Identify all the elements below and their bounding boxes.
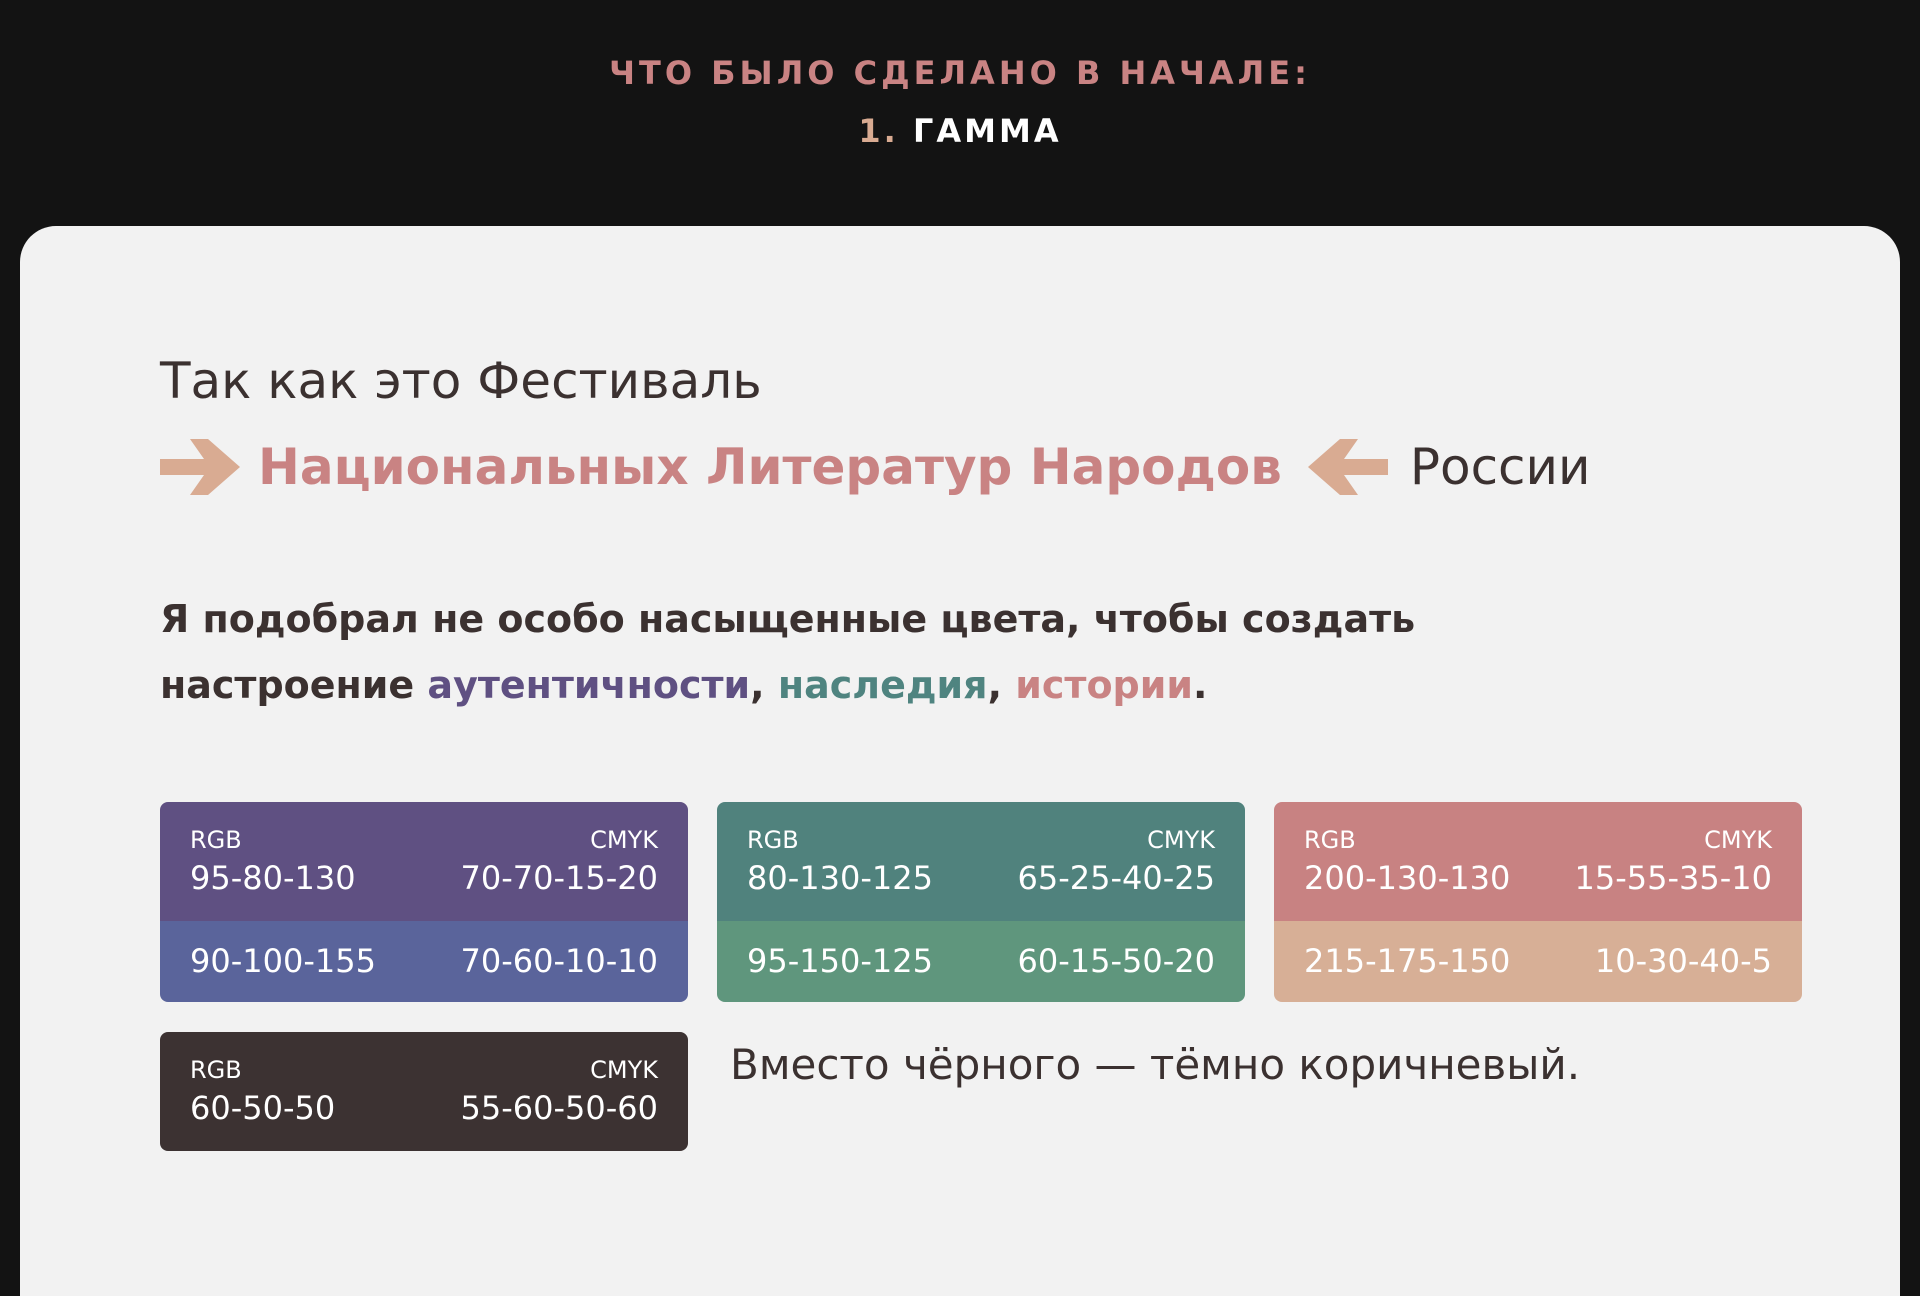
rgb-value: 90-100-155	[190, 942, 376, 980]
mood-separator: ,	[750, 663, 778, 707]
section-header: ЧТО БЫЛО СДЕЛАНО В НАЧАЛЕ: 1. ГАММА	[0, 0, 1920, 226]
rgb-value: 215-175-150	[1304, 942, 1511, 980]
rgb-value: 80-130-125	[747, 859, 933, 897]
country-word: России	[1409, 438, 1591, 496]
mood-word-authenticity: аутентичности	[427, 663, 751, 707]
intro-line-1: Так как это Фестиваль	[160, 352, 762, 410]
mood-paragraph: Я подобрал не особо насыщенные цвета, чт…	[160, 586, 1460, 718]
cmyk-label: CMYK	[590, 826, 658, 854]
brown-note: Вместо чёрного — тёмно коричневый.	[730, 1040, 1581, 1089]
cmyk-value: 55-60-50-60	[460, 1089, 658, 1127]
swatch-alt: 90-100-155 70-60-10-10	[160, 921, 688, 1002]
content-card: Так как это Фестиваль Национальных Литер…	[20, 226, 1900, 1296]
mood-end: .	[1193, 663, 1208, 707]
swatch-main: RGB CMYK 95-80-130 70-70-15-20	[160, 802, 688, 921]
cmyk-value: 70-60-10-10	[460, 942, 658, 980]
intro-block: Так как это Фестиваль Национальных Литер…	[160, 352, 1591, 496]
swatch-alt: 95-150-125 60-15-50-20	[717, 921, 1245, 1002]
mood-separator: ,	[987, 663, 1016, 707]
mood-word-heritage: наследия	[777, 663, 988, 707]
section-title-text: ГАММА	[912, 112, 1062, 150]
swatch-main: RGB CMYK 200-130-130 15-55-35-10	[1274, 802, 1802, 921]
section-title: 1. ГАММА	[0, 112, 1920, 150]
cmyk-value: 70-70-15-20	[460, 859, 658, 897]
cmyk-label: CMYK	[1147, 826, 1215, 854]
mood-text: Я подобрал не особо насыщенные цвета, чт…	[160, 597, 1416, 707]
mood-word-history: истории	[1015, 663, 1194, 707]
cmyk-label: CMYK	[590, 1056, 658, 1084]
rgb-label: RGB	[1304, 826, 1356, 854]
color-swatch-pink: RGB CMYK 200-130-130 15-55-35-10 215-175…	[1274, 802, 1802, 1002]
swatch-main: RGB CMYK 80-130-125 65-25-40-25	[717, 802, 1245, 921]
arrow-left-icon	[1307, 439, 1388, 495]
section-number: 1.	[858, 112, 899, 150]
rgb-value: 95-150-125	[747, 942, 933, 980]
swatch-alt: 215-175-150 10-30-40-5	[1274, 921, 1802, 1002]
swatch-main: RGB CMYK 60-50-50 55-60-50-60	[160, 1032, 688, 1151]
cmyk-value: 65-25-40-25	[1017, 859, 1215, 897]
rgb-value: 200-130-130	[1304, 859, 1511, 897]
color-swatch-green: RGB CMYK 80-130-125 65-25-40-25 95-150-1…	[717, 802, 1245, 1002]
cmyk-value: 60-15-50-20	[1017, 942, 1215, 980]
color-swatch-purple: RGB CMYK 95-80-130 70-70-15-20 90-100-15…	[160, 802, 688, 1002]
rgb-label: RGB	[190, 1056, 242, 1084]
cmyk-value: 15-55-35-10	[1574, 859, 1772, 897]
arrow-right-icon	[160, 439, 240, 495]
eyebrow-text: ЧТО БЫЛО СДЕЛАНО В НАЧАЛЕ:	[609, 54, 1311, 92]
color-swatch-brown: RGB CMYK 60-50-50 55-60-50-60	[160, 1032, 688, 1151]
intro-line-2: Национальных Литератур Народов России	[160, 438, 1591, 496]
rgb-label: RGB	[190, 826, 242, 854]
cmyk-value: 10-30-40-5	[1594, 942, 1772, 980]
cmyk-label: CMYK	[1704, 826, 1772, 854]
rgb-value: 60-50-50	[190, 1089, 336, 1127]
rgb-value: 95-80-130	[190, 859, 356, 897]
festival-highlight: Национальных Литератур Народов	[258, 438, 1282, 496]
rgb-label: RGB	[747, 826, 799, 854]
